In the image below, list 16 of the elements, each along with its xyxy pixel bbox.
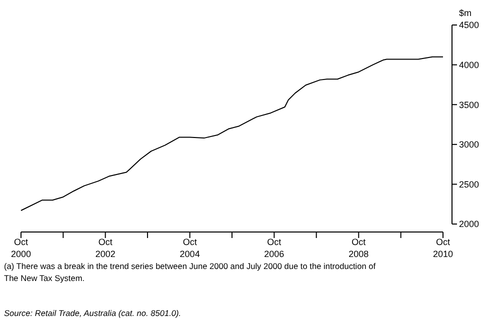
x-tick-label: Oct 2010 [432, 237, 454, 259]
line-series [20, 56, 444, 212]
x-tick-label: Oct 2006 [264, 237, 284, 259]
x-tick-label: Oct 2002 [95, 237, 116, 259]
y-tick-label: 4500 [459, 20, 480, 30]
y-axis-title: $m [459, 8, 472, 18]
text: (a) There was a break in the trend series between June 2000 and July 2000 due to the introduction of The New Tax System. [4, 261, 376, 283]
y-tick-label: 2000 [459, 219, 480, 230]
x-tick-label: Oct 2000 [10, 237, 32, 259]
x-tick-label: Oct 2004 [180, 237, 200, 259]
y-tick-label: 3500 [459, 100, 480, 110]
y-tick-label: 2500 [459, 179, 480, 190]
y-tick-label: 3000 [459, 140, 480, 150]
source-note: Source: Retail Trade, Australia (cat. no. 8501.0). [4, 308, 182, 318]
x-tick-label: Oct 2008 [348, 237, 369, 259]
y-tick-label: 4000 [459, 60, 480, 70]
